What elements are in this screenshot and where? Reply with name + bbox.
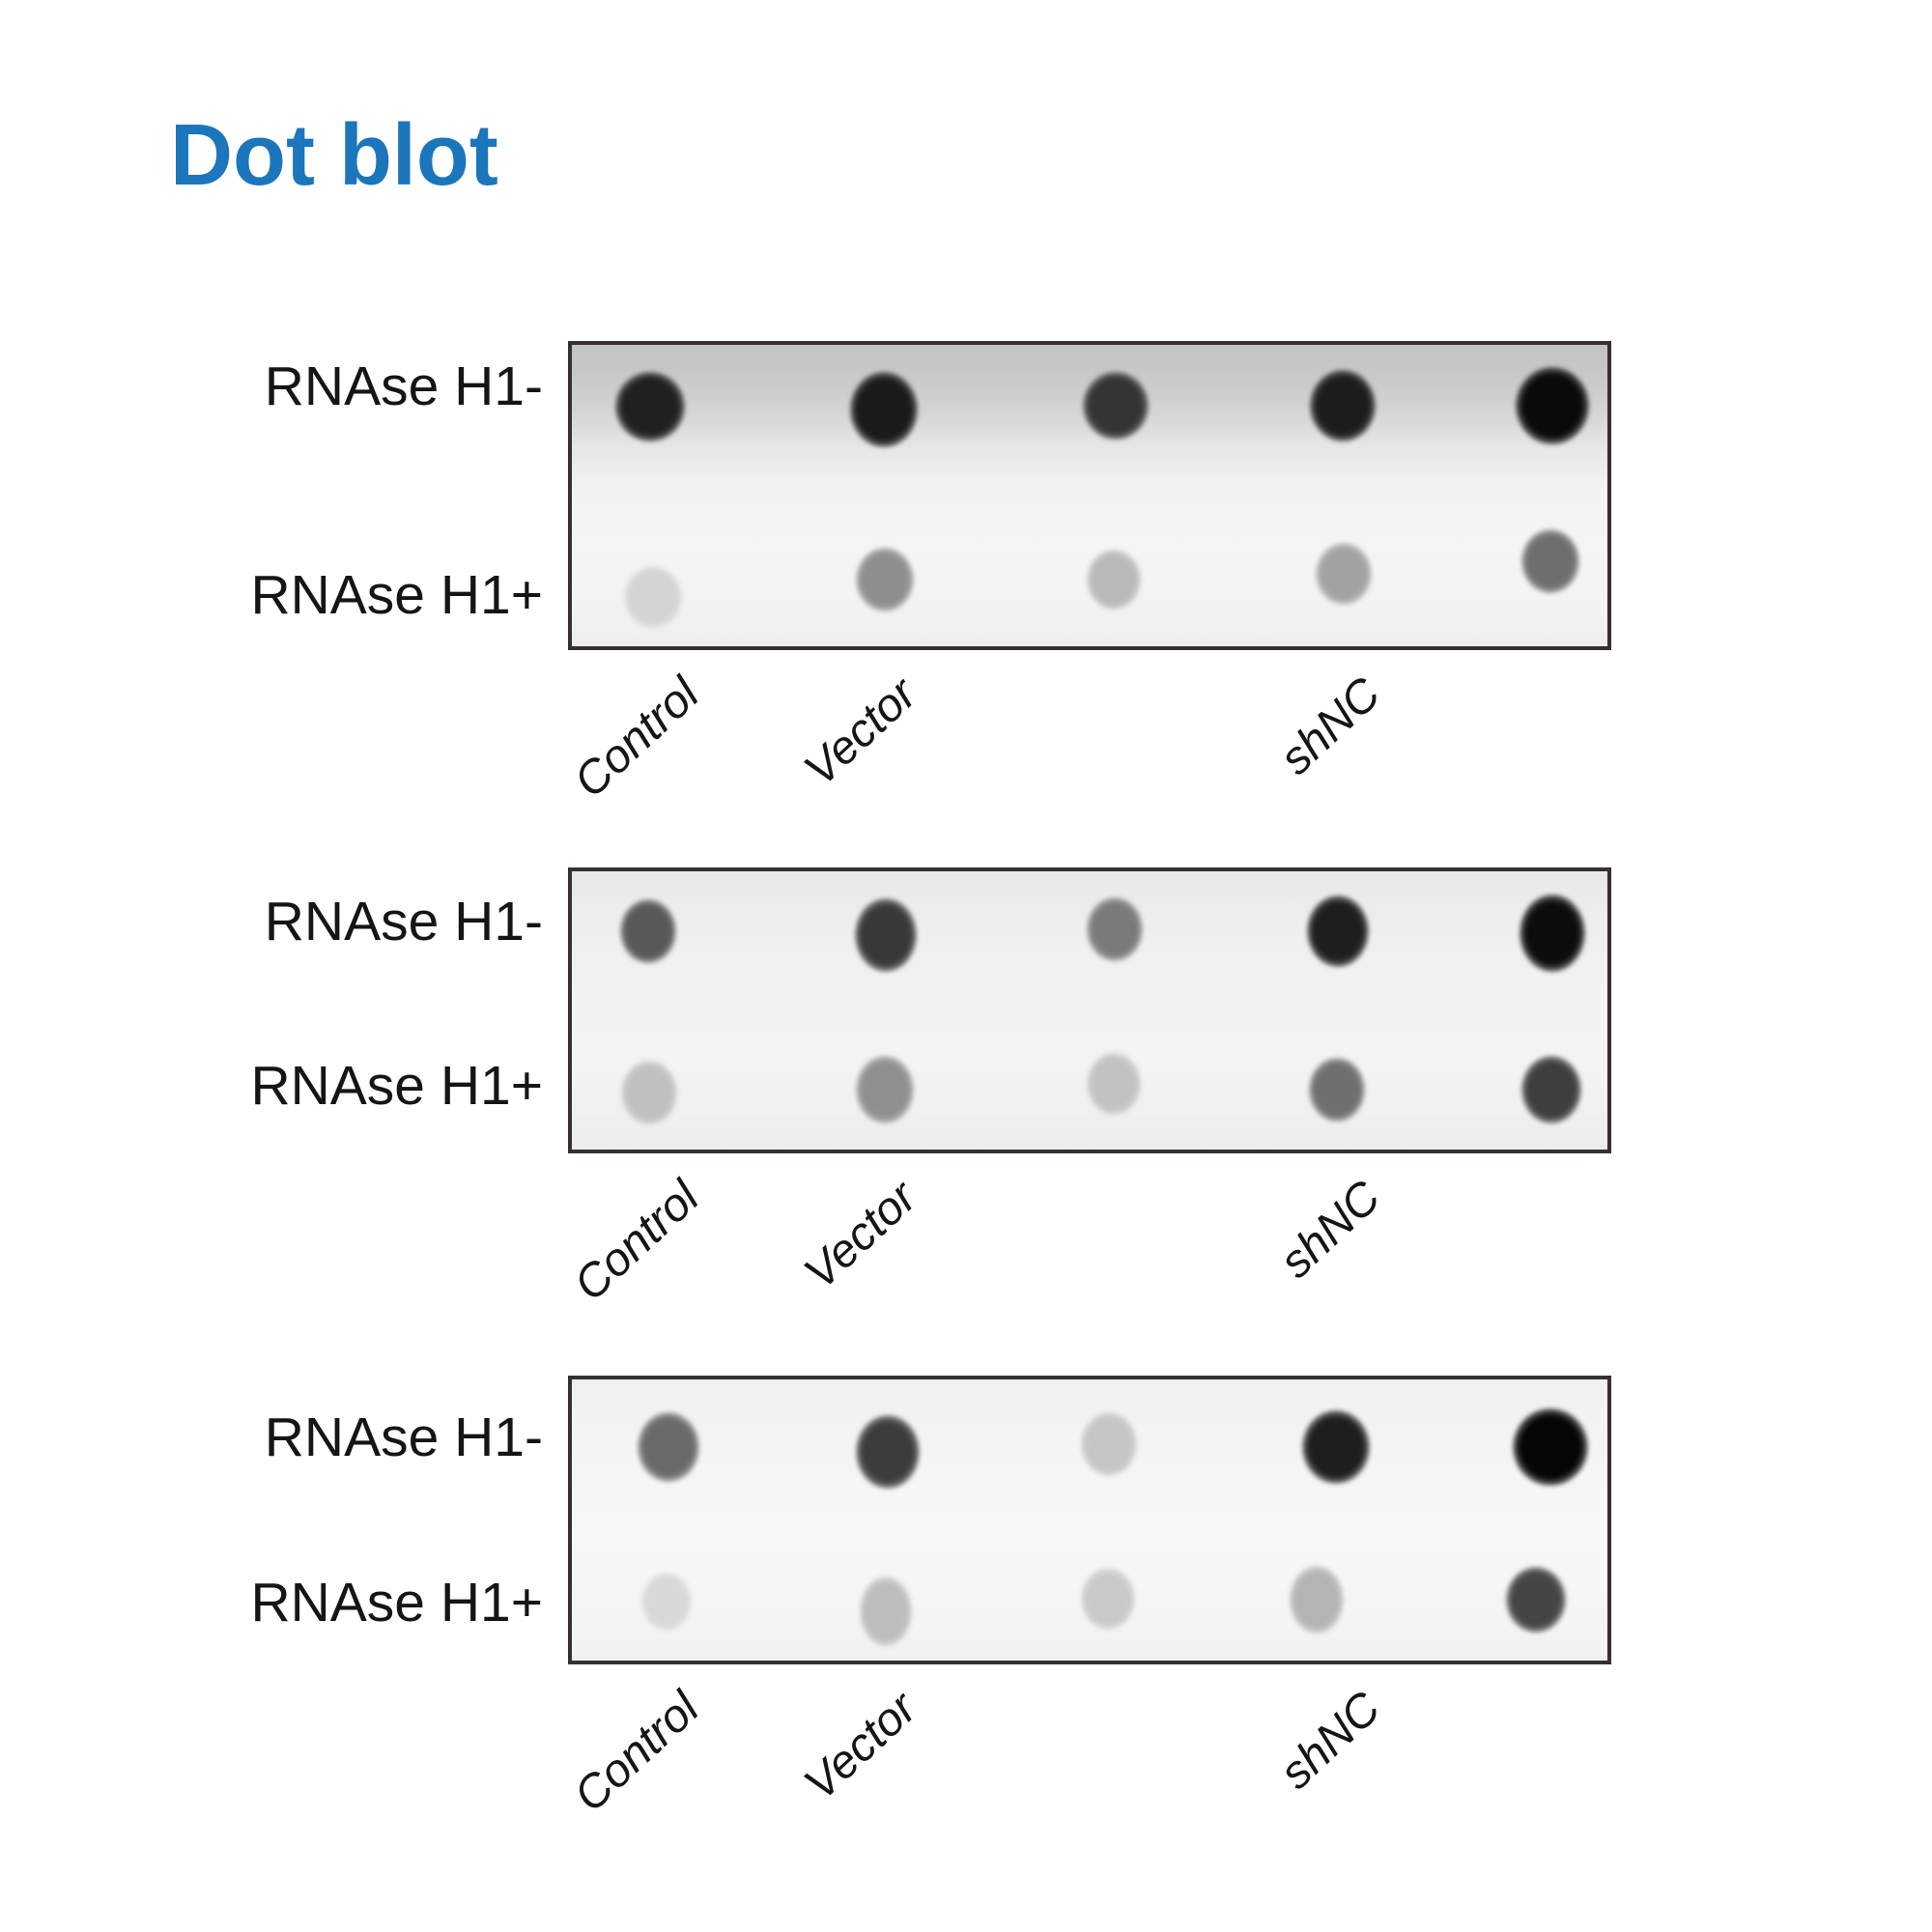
row-label-rnase-h1-plus: RNAse H1+	[250, 1055, 543, 1117]
row-label-rnase-h1-minus: RNAse H1-	[264, 355, 543, 417]
blot-panel-1	[568, 341, 1611, 650]
page-title: Dot blot	[170, 107, 498, 204]
row-label-rnase-h1-plus: RNAse H1+	[250, 564, 543, 626]
row-label-rnase-h1-minus: RNAse H1-	[264, 1406, 543, 1468]
row-label-rnase-h1-minus: RNAse H1-	[264, 891, 543, 952]
blot-panel-3	[568, 1376, 1611, 1664]
blot-panel-2	[568, 867, 1611, 1153]
row-label-rnase-h1-plus: RNAse H1+	[250, 1572, 543, 1634]
